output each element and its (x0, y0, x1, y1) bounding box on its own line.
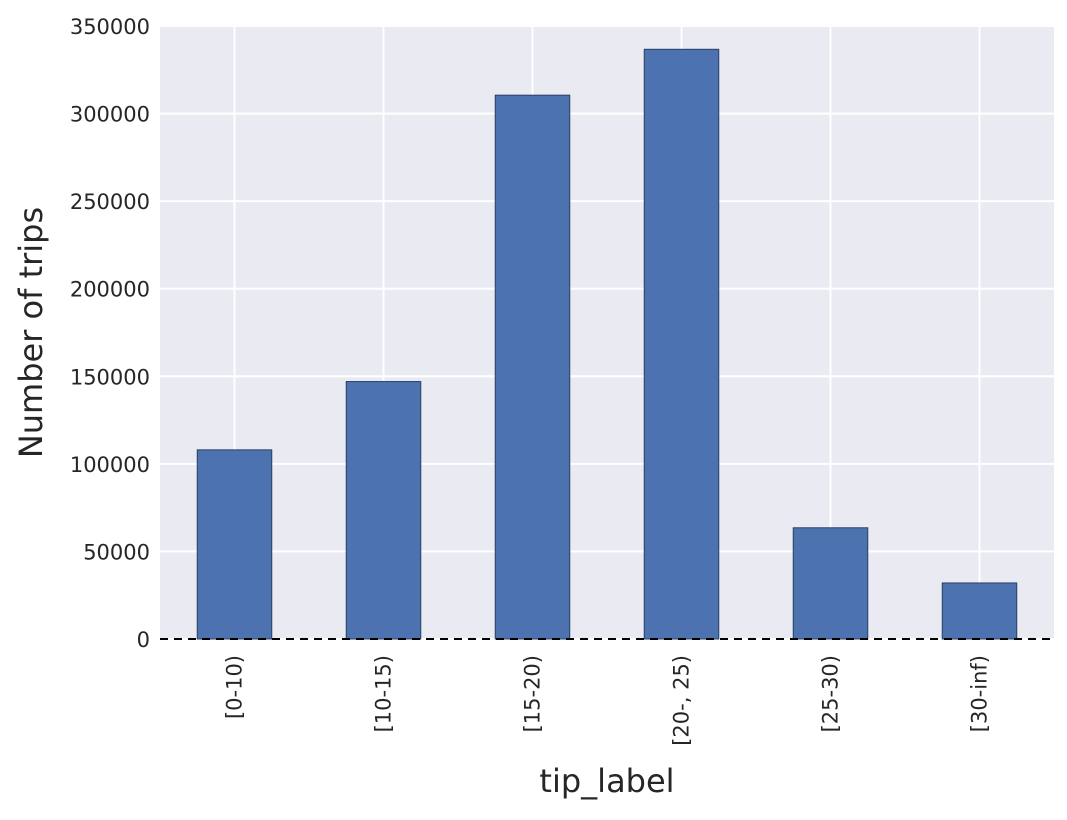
y-tick-label: 150000 (70, 365, 150, 389)
y-tick-label: 200000 (70, 278, 150, 302)
x-tick-label: [0-10) (223, 655, 247, 719)
x-tick-labels: [0-10) [10-15) [15-20) [20-, 25) [25-30) [30-… (223, 655, 992, 746)
plot-area (160, 26, 1054, 639)
bar (196, 449, 273, 640)
y-tick-label: 100000 (70, 453, 150, 477)
y-tick-label: 0 (137, 628, 150, 652)
x-tick-label: [10-15) (372, 655, 396, 732)
bars (196, 48, 1018, 640)
x-tick-label: [20-, 25) (670, 655, 694, 746)
x-axis-label: tip_label (539, 762, 674, 800)
x-tick-label: [30-inf) (968, 655, 992, 732)
bar (494, 94, 571, 640)
bar (345, 381, 422, 640)
y-tick-label: 50000 (83, 540, 150, 564)
x-tick-label: [25-30) (819, 655, 843, 732)
y-tick-labels: 0 50000 100000 150000 200000 250000 300000 3500… (70, 15, 150, 652)
y-tick-label: 350000 (70, 15, 150, 39)
bar (643, 48, 720, 640)
y-tick-label: 300000 (70, 103, 150, 127)
y-tick-label: 250000 (70, 190, 150, 214)
bar (792, 527, 869, 640)
x-tick-label: [15-20) (521, 655, 545, 732)
bar (941, 582, 1018, 640)
y-axis-label: Number of trips (12, 207, 50, 458)
